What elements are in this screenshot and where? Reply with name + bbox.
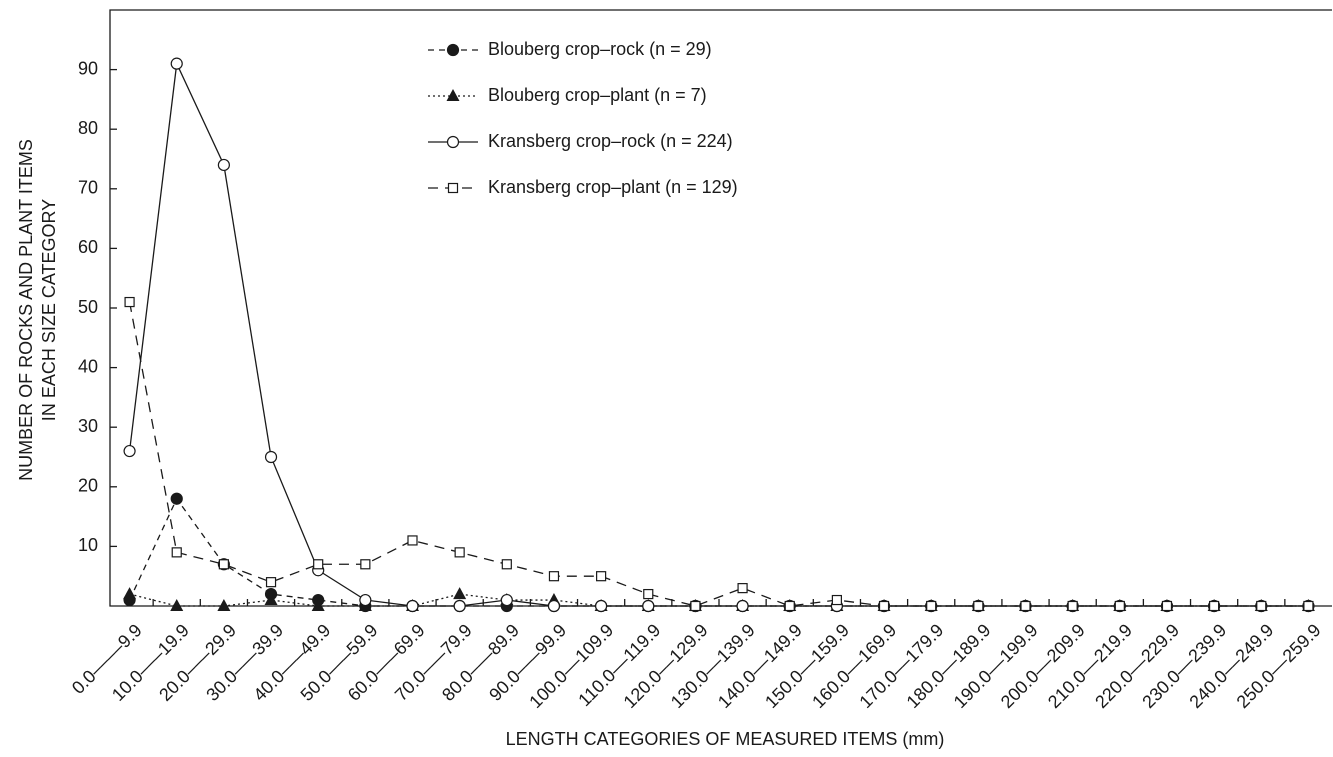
x-tick-label: 250.0––259.9 [1233, 620, 1325, 712]
legend-label: Blouberg crop–plant (n = 7) [488, 85, 707, 105]
data-point [360, 559, 371, 570]
data-point [501, 559, 512, 570]
data-point [264, 450, 278, 464]
legend-marker [446, 89, 460, 101]
data-point [736, 599, 749, 613]
data-point [264, 593, 278, 606]
data-point [170, 492, 183, 505]
y-tick-label: 90 [78, 58, 98, 78]
y-tick-label: 40 [78, 356, 98, 376]
y-tick-label: 30 [78, 416, 98, 436]
series-line [128, 301, 1309, 607]
data-point [926, 600, 937, 612]
data-point [1067, 600, 1078, 612]
y-tick-label: 20 [78, 476, 98, 496]
data-point [171, 547, 182, 558]
data-point [1020, 600, 1031, 612]
data-point [1256, 600, 1267, 612]
data-point [453, 587, 467, 600]
series-line [128, 61, 1309, 607]
data-point [737, 583, 748, 594]
data-point [548, 571, 560, 582]
data-point [311, 599, 325, 611]
data-point [595, 599, 608, 613]
axis-frame [109, 9, 1332, 607]
data-point [123, 444, 136, 458]
y-tick-label: 60 [78, 237, 98, 257]
series-line [128, 497, 1309, 607]
data-point [218, 559, 229, 570]
data-point [170, 57, 183, 70]
legend-label: Kransberg crop–plant (n = 129) [488, 177, 738, 197]
data-point [454, 547, 465, 558]
data-point [359, 593, 372, 607]
data-point [123, 587, 137, 600]
data-point [313, 559, 324, 570]
y-axis-label: IN EACH SIZE CATEGORY [39, 199, 59, 421]
data-point [406, 599, 419, 613]
y-tick-label: 10 [78, 535, 98, 555]
legend-marker [446, 43, 460, 57]
data-point [878, 600, 890, 612]
x-tick-label: 110.0––119.9 [574, 620, 664, 710]
legend-label: Blouberg crop–rock (n = 29) [488, 39, 712, 59]
data-point [784, 600, 795, 612]
data-point [973, 600, 984, 612]
data-point [642, 599, 655, 613]
data-point [1303, 600, 1314, 612]
data-point [217, 599, 231, 611]
data-point [453, 599, 466, 613]
x-axis-label: LENGTH CATEGORIES OF MEASURED ITEMS (mm) [506, 729, 945, 749]
data-point [265, 577, 277, 588]
data-point [643, 588, 654, 600]
data-point [831, 594, 842, 606]
y-axis-label: NUMBER OF ROCKS AND PLANT ITEMS [16, 139, 36, 481]
y-tick-label: 80 [78, 118, 98, 138]
legend-marker [446, 135, 460, 149]
y-tick-label: 50 [78, 297, 98, 317]
data-point [1114, 600, 1125, 612]
data-point [407, 535, 418, 546]
y-tick-label: 70 [78, 178, 98, 198]
data-point [170, 599, 184, 611]
legend-label: Kransberg crop–rock (n = 224) [488, 131, 733, 151]
legend-marker [447, 182, 459, 194]
data-point [690, 600, 701, 612]
data-point [596, 571, 607, 582]
data-point [1209, 600, 1220, 612]
data-point [547, 599, 561, 613]
data-point [124, 296, 135, 308]
data-point [1161, 600, 1173, 612]
data-point [217, 158, 230, 172]
data-point [500, 593, 513, 607]
